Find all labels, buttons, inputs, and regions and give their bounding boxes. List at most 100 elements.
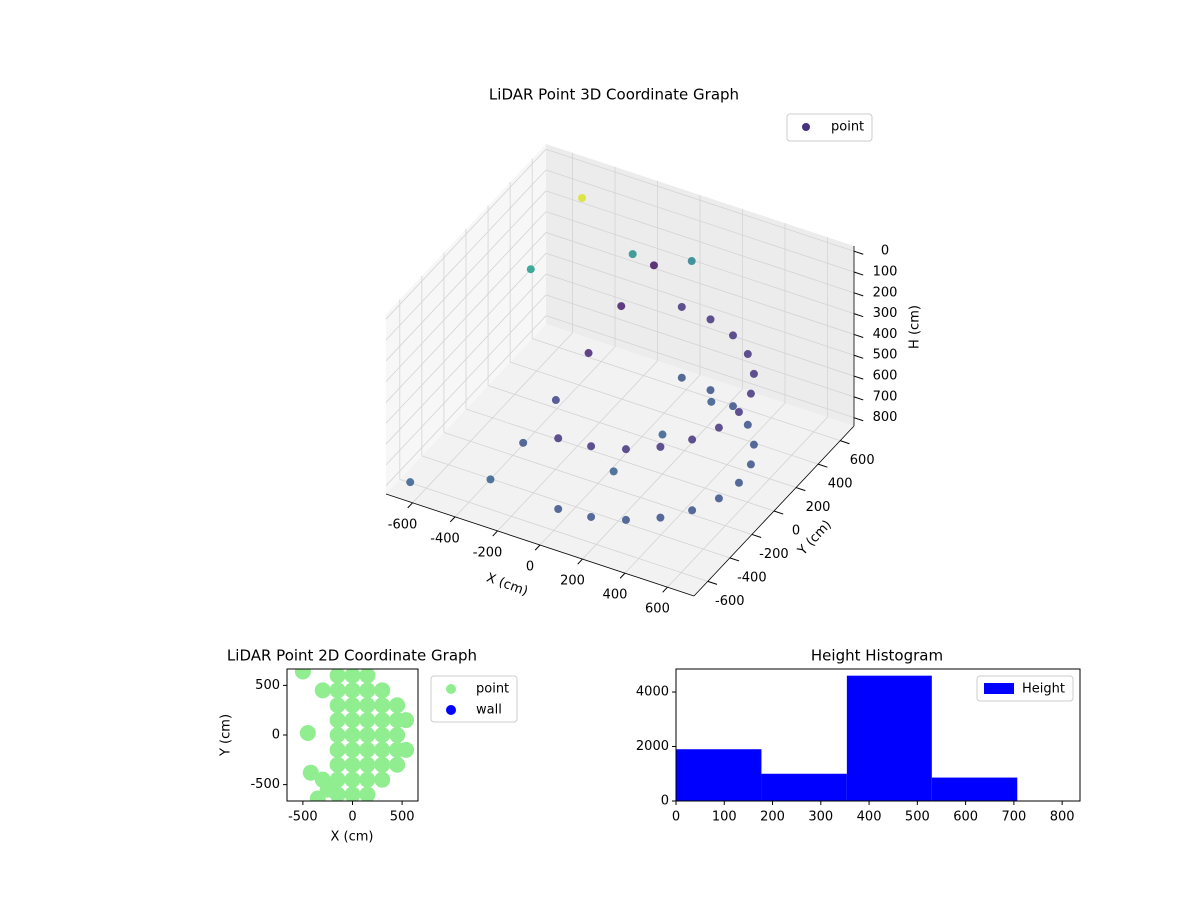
point (706, 386, 715, 395)
z-tick-label: 300 (873, 306, 898, 321)
z-tick-label: 800 (873, 410, 898, 425)
grid-line (385, 232, 547, 403)
x-tick-label: -600 (388, 517, 418, 532)
point (688, 435, 697, 444)
point (389, 756, 406, 773)
point (314, 682, 331, 699)
grid-line (532, 338, 841, 442)
point (734, 478, 743, 487)
point (374, 756, 391, 773)
z-tick (853, 417, 864, 422)
point (746, 460, 755, 469)
x-tick-label: -400 (430, 531, 460, 546)
point (398, 712, 415, 729)
point (621, 515, 630, 524)
z-tick (853, 271, 864, 276)
point (344, 682, 361, 699)
z-tick (853, 292, 864, 297)
grid-line (545, 273, 855, 377)
point (707, 397, 716, 406)
point (329, 712, 346, 729)
legend-label: point (476, 682, 509, 697)
point (677, 302, 686, 311)
z-tick-label: 500 (873, 348, 898, 363)
point (617, 302, 626, 311)
x-tick-label: 400 (857, 810, 882, 825)
y-tick-label: 2000 (636, 739, 669, 754)
x-tick-label: 400 (603, 588, 628, 603)
grid-line (545, 190, 855, 294)
x-tick-label: 0 (348, 810, 356, 825)
z-tick (853, 396, 864, 401)
point (743, 350, 752, 359)
y-tick (840, 440, 850, 445)
point (374, 682, 391, 699)
x-tick (534, 544, 541, 551)
point (319, 781, 336, 798)
y-tick-label: 0 (272, 728, 280, 743)
z-tick-label: 0 (881, 244, 889, 259)
grid-line (385, 190, 547, 362)
point (329, 741, 346, 758)
point (749, 369, 758, 378)
point (743, 420, 752, 429)
z-tick (853, 333, 864, 338)
x-tick-label: 500 (905, 810, 930, 825)
grid-line (545, 252, 855, 356)
grid-line (545, 315, 855, 419)
point (389, 727, 406, 743)
legend-label: point (831, 120, 864, 135)
point (649, 261, 658, 270)
y-tick (729, 557, 740, 562)
point (294, 669, 311, 680)
point (551, 396, 560, 405)
z-tick (853, 354, 864, 359)
point (374, 697, 391, 714)
point (302, 764, 319, 781)
point (344, 756, 361, 773)
point (344, 669, 361, 684)
bar (931, 777, 1018, 801)
point (344, 741, 361, 758)
y-tick (751, 533, 762, 538)
point (587, 512, 596, 521)
point (621, 445, 630, 454)
x-tick (407, 502, 413, 509)
point (329, 756, 346, 773)
point (374, 727, 391, 743)
point (329, 669, 346, 684)
point (587, 442, 596, 451)
point (584, 349, 593, 358)
point (329, 727, 346, 743)
x-tick-label: 700 (1001, 810, 1026, 825)
z-tick (853, 250, 864, 255)
x-tick (577, 558, 583, 565)
grid-line (545, 294, 855, 398)
plot-area (294, 669, 415, 801)
point (329, 771, 346, 788)
point (359, 712, 376, 729)
grid-line (545, 169, 855, 273)
x-tick (449, 516, 456, 523)
point (329, 697, 346, 714)
point (359, 741, 376, 758)
point (344, 786, 361, 801)
point (344, 697, 361, 714)
point (374, 771, 391, 788)
z-tick (853, 313, 864, 318)
y-tick (773, 510, 784, 515)
point (734, 407, 743, 416)
x-tick-label: 800 (1050, 810, 1075, 825)
y-tick (707, 580, 718, 585)
y-tick (795, 487, 806, 492)
legend-patch (984, 683, 1014, 694)
z-tick-label: 400 (873, 327, 898, 342)
x-tick-label: 200 (760, 810, 785, 825)
bar (676, 749, 762, 801)
grid-line (545, 232, 855, 335)
x-tick (492, 530, 498, 537)
point (344, 727, 361, 743)
legend-box (976, 675, 1074, 702)
point (706, 315, 715, 324)
grid-line (385, 169, 547, 341)
